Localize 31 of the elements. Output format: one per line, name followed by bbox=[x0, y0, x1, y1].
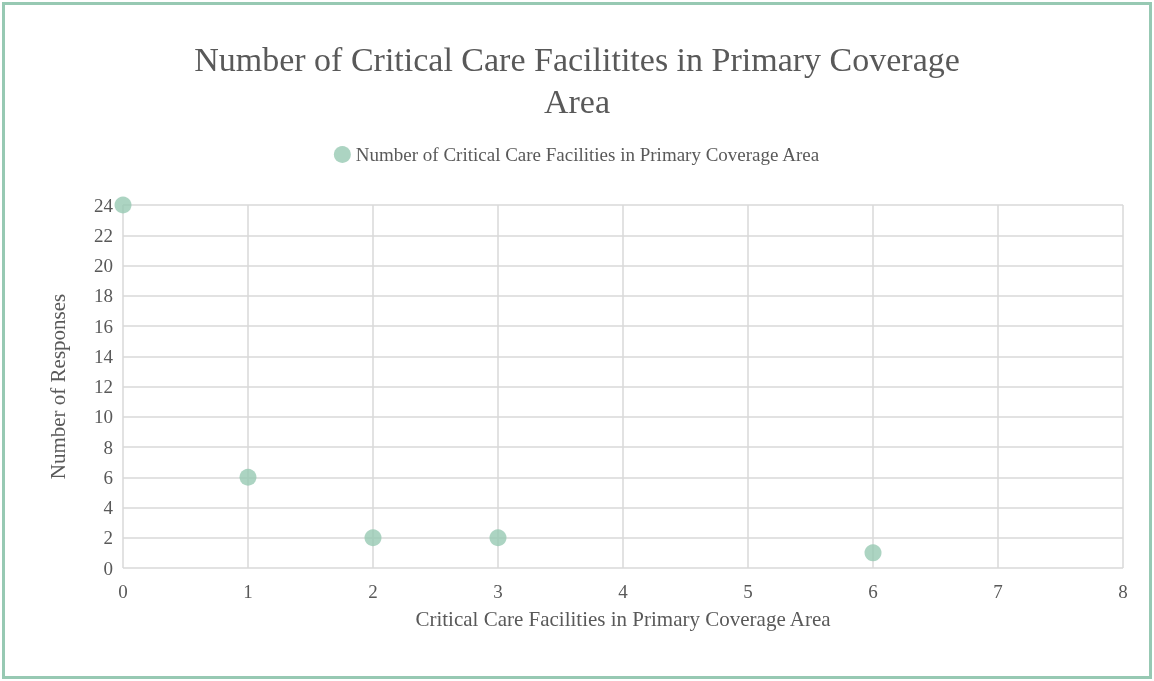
y-tick-label: 6 bbox=[103, 466, 113, 488]
x-tick-label: 0 bbox=[118, 581, 128, 602]
y-tick-label: 12 bbox=[94, 376, 113, 397]
y-tick-label: 0 bbox=[103, 557, 113, 579]
y-tick-label: 10 bbox=[94, 406, 113, 428]
x-tick-label: 3 bbox=[493, 581, 503, 602]
y-tick-label: 4 bbox=[103, 497, 114, 518]
x-tick-label: 4 bbox=[618, 581, 629, 602]
x-tick-label: 8 bbox=[1118, 581, 1128, 602]
point bbox=[114, 196, 132, 214]
x-tick-label: 2 bbox=[368, 581, 378, 602]
y-tick-label: 18 bbox=[94, 285, 113, 307]
y-tick-label: 8 bbox=[103, 436, 113, 458]
y-tick-label: 2 bbox=[103, 527, 113, 549]
x-tick-label: 5 bbox=[743, 581, 753, 602]
x-tick-label: 6 bbox=[868, 581, 878, 602]
y-tick-label: 22 bbox=[94, 224, 113, 246]
point bbox=[239, 468, 257, 486]
x-tick-label: 1 bbox=[243, 581, 253, 602]
x-tick-label: 7 bbox=[993, 581, 1003, 602]
y-tick-label: 20 bbox=[94, 255, 113, 276]
point bbox=[864, 544, 882, 562]
point bbox=[489, 529, 507, 547]
y-axis-title: Number of Responses bbox=[45, 293, 70, 480]
legend-label: Number of Critical Care Facilities in Primary Coverage Area bbox=[355, 144, 820, 165]
y-tick-label: 16 bbox=[94, 315, 113, 337]
point bbox=[364, 529, 382, 547]
x-axis-title: Critical Care Facilities in Primary Coverage Area bbox=[415, 606, 832, 631]
y-tick-label: 14 bbox=[94, 345, 114, 367]
y-tick-label: 24 bbox=[94, 194, 114, 216]
chart-title: Number of Critical Care Facilitites in Primary Coverage Area bbox=[194, 40, 960, 120]
